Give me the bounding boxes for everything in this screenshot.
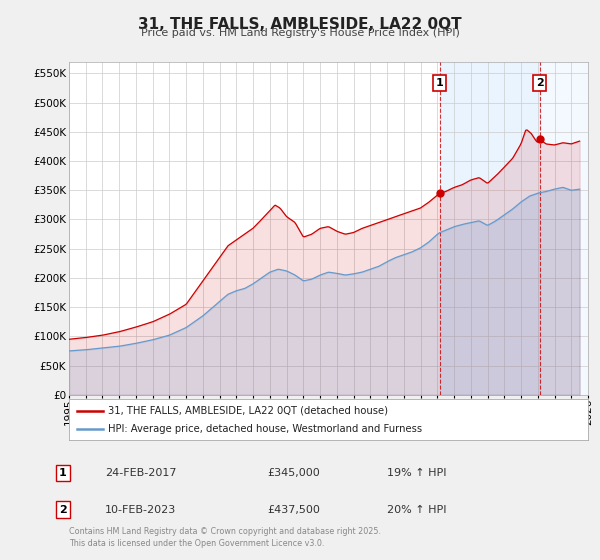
Text: 31, THE FALLS, AMBLESIDE, LA22 0QT: 31, THE FALLS, AMBLESIDE, LA22 0QT xyxy=(138,17,462,32)
Text: 1: 1 xyxy=(436,78,444,88)
Text: 10-FEB-2023: 10-FEB-2023 xyxy=(105,505,176,515)
Text: HPI: Average price, detached house, Westmorland and Furness: HPI: Average price, detached house, West… xyxy=(108,424,422,434)
Text: 20% ↑ HPI: 20% ↑ HPI xyxy=(387,505,446,515)
Text: 2: 2 xyxy=(59,505,67,515)
Bar xyxy=(440,62,540,395)
Text: 1: 1 xyxy=(59,468,67,478)
Text: Price paid vs. HM Land Registry's House Price Index (HPI): Price paid vs. HM Land Registry's House … xyxy=(140,28,460,38)
Text: 2: 2 xyxy=(536,78,544,88)
Text: Contains HM Land Registry data © Crown copyright and database right 2025.
This d: Contains HM Land Registry data © Crown c… xyxy=(69,527,381,548)
Text: 31, THE FALLS, AMBLESIDE, LA22 0QT (detached house): 31, THE FALLS, AMBLESIDE, LA22 0QT (deta… xyxy=(108,405,388,416)
Point xyxy=(535,134,545,143)
Text: 19% ↑ HPI: 19% ↑ HPI xyxy=(387,468,446,478)
Text: £345,000: £345,000 xyxy=(267,468,320,478)
Point xyxy=(435,189,445,198)
Bar xyxy=(540,62,588,395)
Text: 24-FEB-2017: 24-FEB-2017 xyxy=(105,468,176,478)
Text: £437,500: £437,500 xyxy=(267,505,320,515)
